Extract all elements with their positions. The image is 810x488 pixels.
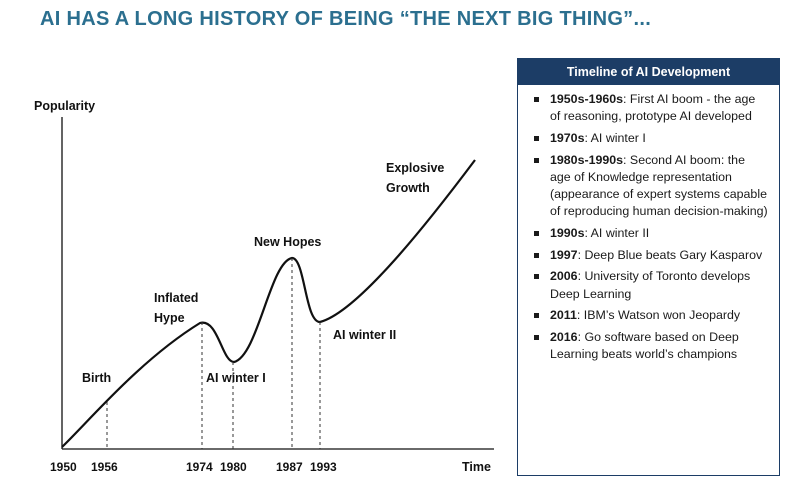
timeline-period: 1950s-1960s: [550, 92, 624, 106]
timeline-period: 2016: [550, 329, 578, 344]
page-title: AI HAS A LONG HISTORY OF BEING “THE NEXT…: [40, 8, 652, 30]
timeline-item: 2006: University of Toronto develops Dee…: [534, 268, 769, 302]
phase-label-explosive-growth: Growth: [386, 181, 430, 195]
timeline-text: : University of Toronto develops Deep Le…: [550, 269, 751, 301]
bullet-icon: [534, 313, 539, 319]
timeline-text: : AI winter I: [584, 130, 646, 145]
phase-label-inflated-hype: Inflated: [154, 291, 198, 305]
bullet-icon: [534, 334, 539, 340]
bullet-icon: [534, 274, 539, 280]
timeline-text: : IBM’s Watson won Jeopardy: [576, 308, 741, 323]
popularity-curve: [61, 159, 476, 448]
bullet-icon: [534, 157, 539, 163]
timeline-text: : AI winter II: [584, 225, 650, 240]
bullet-icon: [534, 230, 539, 236]
tick-label: 1974: [186, 460, 213, 474]
timeline-text: : Go software based on Deep Learning bea…: [550, 329, 739, 362]
hype-cycle-diagram: Popularity Time 1950 1956 1974 1980 1987…: [34, 99, 494, 474]
timeline-text: : First AI boom - the age of reasoning, …: [550, 92, 756, 124]
phase-label-inflated-hype: Hype: [154, 311, 185, 325]
timeline-item: 1980s-1990s: Second AI boom: the age of …: [534, 152, 769, 221]
phase-label-ai-winter-2: AI winter II: [333, 328, 396, 342]
timeline-item: 1970s: AI winter I: [534, 130, 769, 147]
phase-label-ai-winter-1: AI winter I: [206, 371, 266, 385]
timeline-text: : Second AI boom: the age of Knowledge r…: [550, 152, 768, 219]
timeline-panel: Timeline of AI Development 1950s-1960s: …: [517, 58, 780, 476]
timeline-item: 1950s-1960s: First AI boom - the age of …: [534, 91, 769, 125]
bullet-icon: [534, 97, 539, 102]
bullet-icon: [534, 252, 539, 258]
bullet-icon: [534, 135, 539, 141]
timeline-item: 2016: Go software based on Deep Learning…: [534, 329, 769, 363]
timeline-period: 1990s: [550, 225, 585, 240]
timeline-item: 1997: Deep Blue beats Gary Kasparov: [534, 247, 769, 264]
x-axis-label: Time: [462, 460, 491, 474]
tick-label: 1993: [310, 460, 337, 474]
tick-label: 1980: [220, 460, 247, 474]
timeline-item: 2011: IBM’s Watson won Jeopardy: [534, 307, 769, 324]
tick-label: 1987: [276, 460, 303, 474]
phase-label-new-hopes: New Hopes: [254, 235, 321, 249]
y-axis-label: Popularity: [34, 99, 95, 113]
timeline-period: 1997: [550, 247, 578, 262]
timeline-item: 1990s: AI winter II: [534, 225, 769, 242]
timeline-list: 1950s-1960s: First AI boom - the age of …: [518, 85, 779, 363]
tick-label: 1956: [91, 460, 118, 474]
timeline-period: 1970s: [550, 130, 585, 145]
phase-label-birth: Birth: [82, 371, 111, 385]
timeline-text: : Deep Blue beats Gary Kasparov: [577, 247, 763, 262]
timeline-period: 1980s-1990s: [550, 152, 624, 167]
tick-label: 1950: [50, 460, 77, 474]
timeline-period: 2006: [550, 269, 578, 284]
timeline-header: Timeline of AI Development: [518, 59, 779, 85]
phase-label-explosive-growth: Explosive: [386, 161, 444, 175]
timeline-period: 2011: [550, 308, 577, 323]
